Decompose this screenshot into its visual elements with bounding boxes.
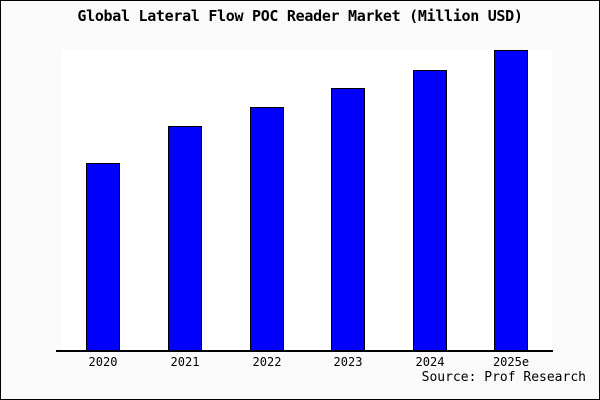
x-tick-2023: 2023 xyxy=(333,355,363,369)
bar-2023 xyxy=(331,88,365,351)
x-tick-2020: 2020 xyxy=(88,355,118,369)
x-axis-line xyxy=(56,350,553,352)
x-tick-2024: 2024 xyxy=(415,355,445,369)
x-tick-2025e: 2025e xyxy=(492,355,530,369)
bar-2024 xyxy=(413,70,447,351)
x-tick-2022: 2022 xyxy=(252,355,282,369)
source-credit: Source: Prof Research xyxy=(421,370,586,385)
chart-title: Global Lateral Flow POC Reader Market (M… xyxy=(77,7,523,25)
plot-area xyxy=(61,50,552,351)
bar-2021 xyxy=(168,126,202,351)
bar-2020 xyxy=(86,163,120,351)
bar-2022 xyxy=(250,107,284,351)
bar-2025e xyxy=(494,50,528,351)
x-tick-2021: 2021 xyxy=(170,355,200,369)
